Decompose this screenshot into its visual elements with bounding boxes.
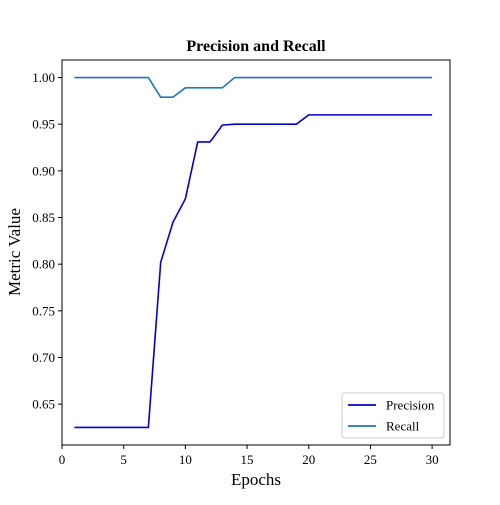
y-tick-label: 0.90 — [32, 163, 55, 178]
plot-area — [61, 59, 451, 446]
x-tick-label: 10 — [179, 452, 192, 467]
legend-label-precision: Precision — [386, 398, 435, 413]
x-tick-label: 20 — [302, 452, 315, 467]
x-tick-label: 25 — [364, 452, 377, 467]
legend-label-recall: Recall — [386, 419, 420, 434]
plot-frame — [61, 59, 451, 446]
x-tick-label: 5 — [120, 452, 127, 467]
legend: Precision Recall — [341, 392, 445, 439]
x-tick-label: 30 — [426, 452, 439, 467]
series-line-recall — [74, 76, 433, 98]
y-tick-label: 0.80 — [32, 257, 55, 272]
series-line-precision — [74, 114, 433, 429]
y-tick-label: 0.65 — [32, 397, 55, 412]
x-tick-label: 0 — [59, 452, 66, 467]
y-tick-label: 0.85 — [32, 210, 55, 225]
x-axis-label: Epochs — [231, 470, 281, 489]
y-axis-ticks: 0.65 0.70 0.75 0.80 0.85 0.90 0.95 1.00 — [32, 70, 62, 412]
y-tick-label: 1.00 — [32, 70, 55, 85]
y-tick-label: 0.70 — [32, 350, 55, 365]
y-tick-label: 0.95 — [32, 117, 55, 132]
x-tick-label: 15 — [241, 452, 254, 467]
y-tick-label: 0.75 — [32, 303, 55, 318]
chart-title: Precision and Recall — [186, 38, 326, 55]
x-axis-ticks: 0 5 10 15 20 25 30 — [59, 445, 439, 467]
y-axis-label: Metric Value — [5, 208, 24, 296]
series-lines — [74, 76, 433, 429]
